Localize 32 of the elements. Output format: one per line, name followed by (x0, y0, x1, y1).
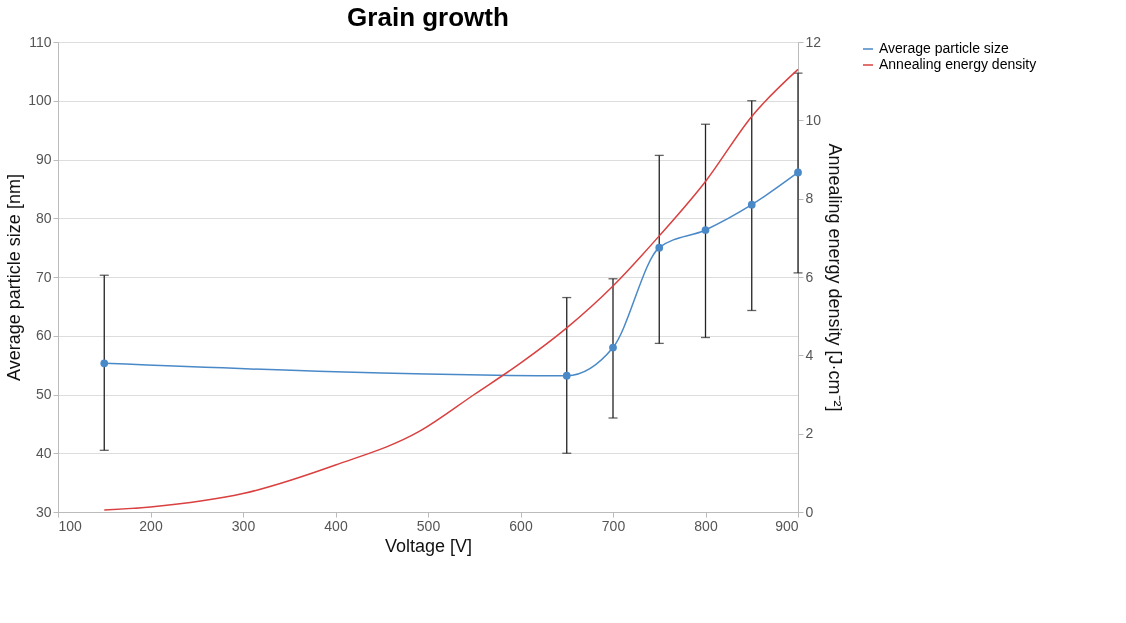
x-tick-label: 500 (416, 517, 441, 534)
x-tick-label: 700 (601, 517, 626, 534)
y-tick-label: 40 (35, 444, 52, 461)
y2-axis-title: Annealing energy density [J·cm⁻²] (825, 143, 846, 412)
x-axis-title: Voltage [V] (384, 535, 473, 556)
y-tick-label: 60 (35, 327, 52, 344)
y-tick-label: 50 (35, 386, 52, 402)
legend-label: Average particle size (879, 40, 1009, 56)
y-tick-label: 110 (29, 33, 52, 50)
y2-tick-label: 12 (805, 33, 822, 50)
y2-tick-label: 0 (805, 503, 814, 520)
y2-tick-label: 2 (805, 425, 814, 442)
x-tick-label: 800 (694, 517, 718, 534)
legend-label: Annealing energy density (879, 56, 1037, 72)
x-tick-label: 100 (58, 517, 83, 534)
y-tick-label: 100 (28, 92, 52, 109)
chart-title: Grain growth (347, 2, 509, 32)
x-tick-label: 400 (324, 517, 348, 534)
y-tick-label: 90 (35, 151, 52, 167)
y-axis-title: Average particle size [nm] (4, 174, 25, 381)
y2-tick-label: 4 (805, 346, 814, 363)
x-tick-label: 900 (775, 517, 799, 534)
x-tick-label: 300 (231, 517, 256, 534)
x-tick-label: 200 (139, 517, 163, 534)
y-tick-label: 80 (35, 209, 52, 226)
x-tick-label: 600 (509, 517, 533, 534)
y-tick-label: 30 (35, 503, 52, 520)
line-series (103, 68, 799, 511)
y2-tick-label: 6 (805, 268, 814, 285)
y2-tick-label: 10 (805, 111, 822, 128)
y2-tick-label: 8 (805, 190, 814, 207)
y-tick-label: 70 (35, 268, 52, 285)
